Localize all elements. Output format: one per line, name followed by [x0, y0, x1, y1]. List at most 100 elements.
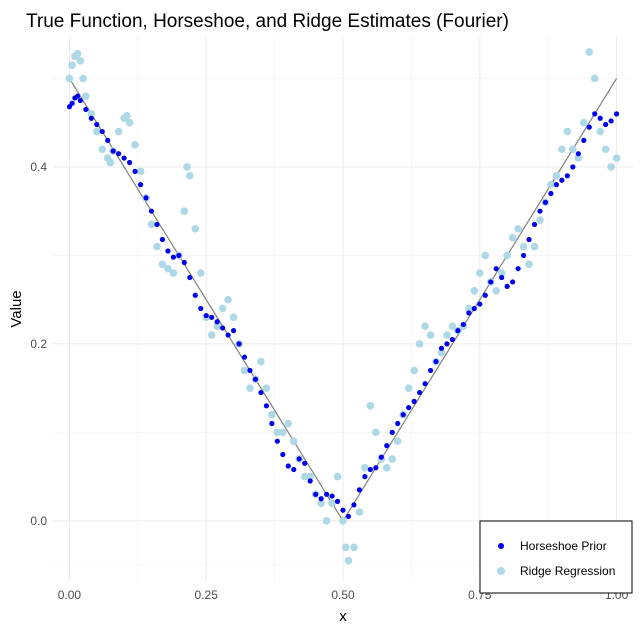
horseshoe-prior-point: [110, 148, 116, 154]
ridge-regression-point: [443, 331, 451, 339]
horseshoe-prior-point: [99, 128, 105, 135]
horseshoe-prior-point: [515, 266, 521, 272]
horseshoe-prior-point: [187, 274, 193, 281]
ridge-regression-point: [448, 322, 457, 330]
horseshoe-prior-point: [400, 412, 406, 418]
horseshoe-prior-point: [318, 496, 324, 502]
ridge-regression-point: [213, 322, 221, 330]
horseshoe-prior-point: [181, 259, 187, 266]
legend: Horseshoe Prior Ridge Regression: [479, 520, 633, 594]
ridge-regression-point: [169, 269, 178, 277]
horseshoe-prior-point: [220, 325, 226, 331]
ridge-regression-point: [262, 384, 271, 392]
horseshoe-prior-point: [296, 456, 302, 462]
horseshoe-prior-point: [520, 252, 527, 259]
ridge-regression-point: [191, 225, 200, 233]
horseshoe-prior-point: [291, 466, 297, 473]
horseshoe-prior-point: [329, 493, 335, 499]
ridge-regression-point: [344, 556, 353, 565]
horseshoe-prior-point: [236, 341, 242, 347]
ridge-regression-point: [530, 242, 539, 251]
ridge-regression-point: [218, 304, 227, 313]
ridge-regression-point: [284, 419, 293, 428]
horseshoe-prior-point: [263, 403, 269, 409]
horseshoe-prior-point: [427, 367, 434, 374]
horseshoe-prior-point: [225, 332, 231, 338]
horseshoe-prior-point: [559, 177, 565, 183]
horseshoe-prior-point: [247, 367, 253, 374]
ridge-regression-point: [596, 127, 604, 136]
horseshoe-prior-point: [148, 208, 155, 214]
ridge-regression-point: [503, 251, 511, 260]
horseshoe-prior-point: [105, 137, 111, 143]
series-horseshoe-prior: [66, 93, 620, 520]
horseshoe-prior-point: [613, 111, 620, 117]
ridge-regression-point: [125, 118, 134, 127]
horseshoe-prior-point: [444, 341, 450, 347]
ridge-regression-point: [92, 127, 101, 136]
ridge-regression-point: [590, 74, 599, 83]
ridge-regression-point: [612, 154, 621, 162]
horseshoe-prior-point: [531, 221, 538, 228]
ridge-regression-point: [87, 110, 96, 118]
ridge-regression-point: [240, 366, 249, 375]
y-tick-label: 0.2: [30, 337, 47, 351]
horseshoe-prior-point: [411, 398, 417, 404]
horseshoe-prior-point: [553, 182, 559, 188]
ridge-regression-point: [563, 127, 572, 136]
horseshoe-prior-point: [422, 381, 428, 387]
ridge-regression-point: [492, 287, 501, 295]
x-tick-label: 0.50: [331, 588, 355, 602]
ridge-regression-point: [585, 48, 594, 56]
ridge-regression-point: [519, 242, 528, 251]
ridge-regression-point: [366, 402, 375, 410]
ridge-regression-point: [73, 49, 82, 58]
ridge-regression-point: [415, 340, 424, 348]
ridge-regression-point: [82, 92, 90, 100]
ridge-regression-point: [355, 508, 364, 516]
grid-major: [53, 36, 633, 581]
horseshoe-prior-point: [269, 420, 275, 427]
horseshoe-prior-point: [165, 248, 171, 254]
ridge-regression-point: [514, 225, 522, 233]
horseshoe-prior-point: [581, 137, 587, 143]
ridge-regression-point: [372, 428, 380, 437]
ridge-regression-point: [229, 313, 238, 322]
ridge-regression-point: [382, 463, 391, 472]
legend-key-ridge-regression: [497, 567, 505, 575]
ridge-regression-point: [98, 145, 107, 154]
x-tick-label: 0.25: [195, 588, 219, 602]
horseshoe-prior-point: [88, 115, 94, 121]
ridge-regression-point: [300, 472, 309, 481]
ridge-regression-point: [123, 111, 131, 120]
ridge-regression-point: [470, 287, 479, 295]
horseshoe-prior-point: [395, 420, 401, 427]
horseshoe-prior-point: [209, 314, 215, 320]
horseshoe-prior-point: [493, 266, 499, 272]
y-axis-title: Value: [8, 290, 25, 327]
horseshoe-prior-point: [94, 121, 100, 128]
horseshoe-prior-point: [526, 236, 532, 243]
ridge-regression-point: [224, 295, 232, 304]
ridge-regression-point: [183, 163, 191, 171]
ridge-regression-point: [268, 410, 276, 419]
horseshoe-prior-point: [143, 195, 149, 201]
ridge-regression-point: [388, 455, 397, 463]
horseshoe-prior-point: [258, 389, 264, 396]
horseshoe-prior-point: [127, 159, 133, 166]
ridge-regression-point: [508, 233, 517, 242]
ridge-regression-point: [306, 472, 314, 481]
ridge-regression-point: [153, 242, 161, 251]
horseshoe-prior-point: [592, 111, 598, 117]
horseshoe-prior-point: [154, 221, 160, 228]
y-tick-label: 0.0: [30, 514, 47, 528]
horseshoe-prior-point: [241, 354, 248, 360]
ridge-regression-point: [68, 61, 76, 69]
horseshoe-prior-point: [75, 93, 81, 99]
horseshoe-prior-point: [537, 208, 543, 214]
series-ridge-regression: [65, 48, 621, 565]
ridge-regression-point: [196, 269, 205, 277]
ridge-regression-point: [339, 517, 347, 525]
horseshoe-prior-point: [116, 151, 122, 157]
ridge-regression-point: [279, 428, 287, 437]
